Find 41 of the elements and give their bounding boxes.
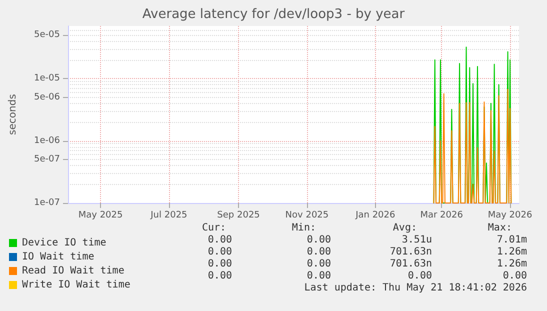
x-tick-label: Jan 2026 [354, 210, 396, 220]
text: 1.26m [496, 246, 527, 258]
y-tick-label: 5e-07 [34, 154, 60, 165]
text: Avg: [392, 222, 417, 234]
legend-label: IO Wait time [22, 252, 94, 262]
text: Min: [292, 222, 316, 234]
text: 0.00 [208, 246, 232, 258]
x-tick-label: Jul 2025 [150, 210, 188, 220]
text: 0.00 [306, 258, 331, 270]
x-tick-label: May 2025 [78, 210, 123, 220]
x-tick-label: Sep 2025 [217, 210, 260, 220]
y-tick-label: 1e-07 [34, 198, 60, 208]
text: 0.00 [208, 270, 232, 282]
y-tick-label: 5e-06 [34, 92, 60, 102]
legend-label: Read IO Wait time [22, 266, 124, 276]
y-axis-title: seconds [8, 94, 18, 135]
text: 0.00 [502, 270, 527, 282]
text: Last update: Thu May 21 18:41:02 2026 [304, 282, 527, 294]
text: 0.00 [306, 246, 331, 258]
text: 701.63n [390, 246, 432, 258]
text: 0.00 [208, 234, 232, 246]
line-series [433, 88, 512, 204]
y-tick-label: 1e-05 [34, 74, 60, 84]
text: 0.00 [306, 270, 331, 282]
text: 701.63n [390, 258, 432, 270]
legend-label: Write IO Wait time [22, 280, 130, 290]
text: 0.00 [306, 234, 331, 246]
text: 0.00 [208, 258, 232, 270]
y-tick-label: 1e-06 [34, 136, 60, 146]
text: 0.00 [408, 270, 432, 282]
text: Max: [488, 222, 512, 234]
chart-title: Average latency for /dev/loop3 - by year [142, 7, 406, 22]
legend-label: Device IO time [22, 238, 106, 248]
text: 1.26m [496, 258, 527, 270]
y-tick-label: 5e-05 [34, 30, 60, 40]
x-tick-label: May 2026 [488, 210, 532, 220]
text: 7.01m [496, 234, 527, 246]
x-tick-label: Mar 2026 [420, 210, 464, 220]
text: 3.51u [402, 234, 432, 246]
text: Cur: [202, 222, 226, 234]
x-tick-label: Nov 2025 [285, 210, 329, 220]
